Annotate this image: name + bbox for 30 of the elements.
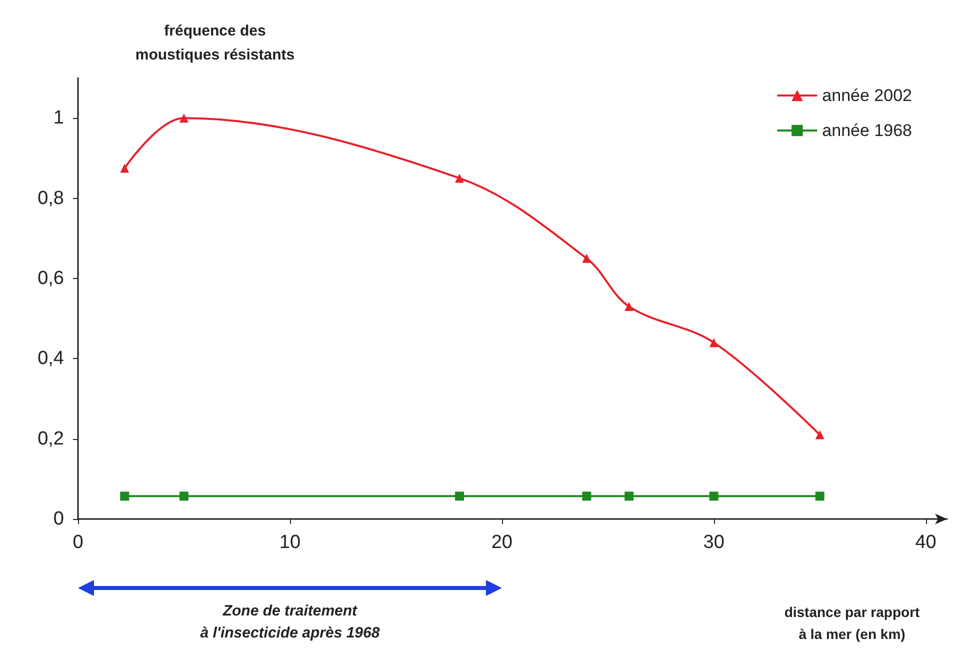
point	[709, 492, 718, 501]
point	[624, 492, 634, 501]
point	[815, 430, 824, 440]
y-tick-label: 0	[53, 508, 64, 530]
x-tick-label: 20	[491, 532, 512, 553]
point	[179, 492, 188, 501]
y-tick-label: 0,4	[38, 348, 64, 370]
point	[179, 114, 188, 123]
y-tick-label: 0,2	[38, 428, 64, 450]
x-tick-label: 40	[915, 532, 936, 553]
y-tick-label: 1	[53, 108, 64, 129]
legend-label: année 2002	[822, 86, 912, 105]
point	[120, 164, 130, 173]
point	[582, 492, 592, 501]
x-tick-label: 10	[279, 532, 301, 553]
y-axis-title: fréquence des moustiques résistants	[135, 22, 295, 64]
point	[120, 492, 130, 501]
x-tick-label: 30	[703, 532, 724, 553]
point	[709, 338, 718, 348]
x-axis-title: distance par rapport à la mer (en km)	[784, 604, 920, 642]
text: Zone de traitement à l'insecticide après 1968	[200, 602, 380, 642]
y-tick-label: 0,6	[38, 268, 64, 289]
point	[815, 492, 824, 501]
x-tick-label: 0	[72, 532, 84, 553]
legend-label: année 1968	[822, 121, 912, 140]
point	[455, 174, 464, 183]
point	[582, 254, 592, 263]
point	[624, 302, 634, 312]
y-tick-label: 0,8	[38, 188, 64, 209]
point	[455, 492, 464, 501]
